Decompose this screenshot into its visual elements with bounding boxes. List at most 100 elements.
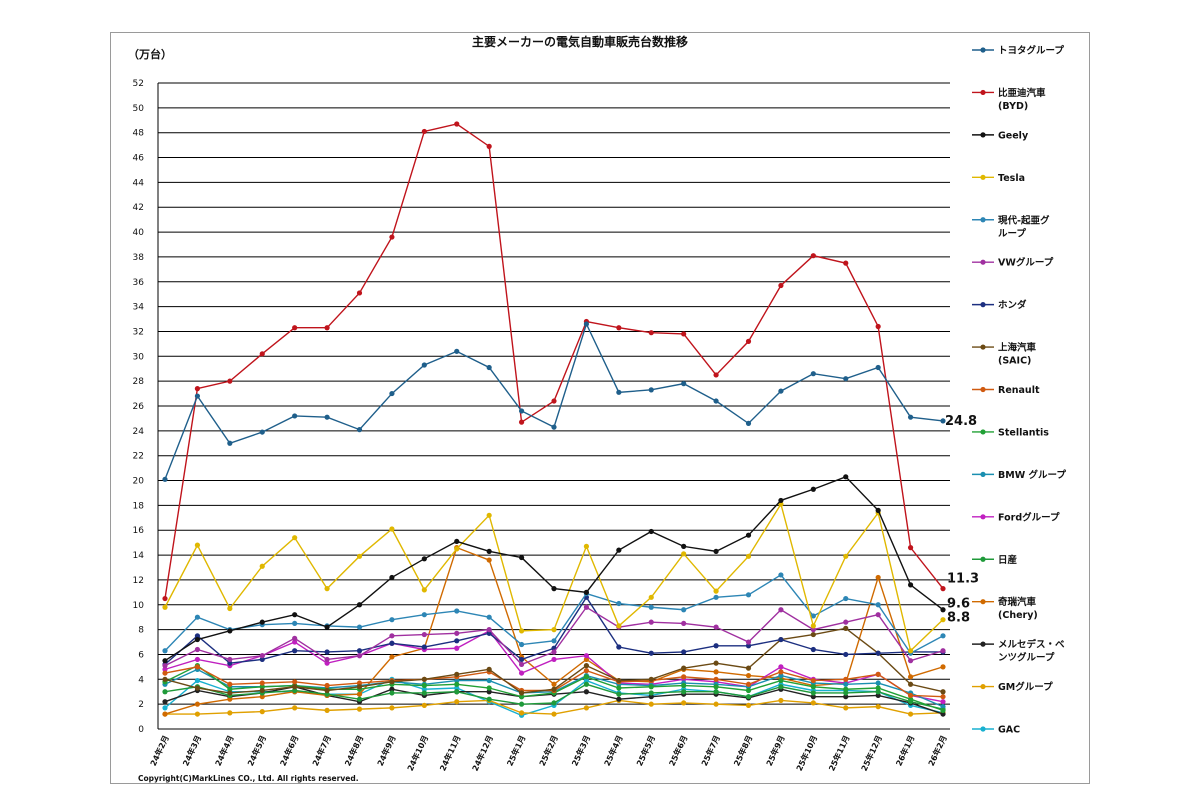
data-point bbox=[713, 684, 719, 690]
data-point bbox=[778, 697, 784, 704]
data-point bbox=[162, 676, 168, 682]
legend-swatch-dot bbox=[980, 344, 986, 350]
data-point bbox=[518, 408, 525, 414]
data-point bbox=[681, 607, 687, 613]
legend-label-line: VWグループ bbox=[998, 257, 1054, 269]
data-point bbox=[421, 686, 427, 692]
legend-label: BMW グループ bbox=[998, 469, 1066, 481]
x-tick-label: 25年6月 bbox=[667, 734, 690, 768]
y-tick-label: 42 bbox=[133, 203, 144, 213]
data-point bbox=[745, 639, 752, 645]
data-point bbox=[810, 613, 816, 619]
data-point bbox=[713, 548, 719, 554]
data-point bbox=[616, 623, 622, 629]
x-tick-label: 25年3月 bbox=[569, 734, 592, 768]
data-point bbox=[843, 686, 849, 692]
legend-label-line: GMグループ bbox=[998, 681, 1053, 693]
data-point bbox=[389, 526, 395, 532]
data-point bbox=[810, 371, 816, 377]
series-line bbox=[162, 625, 946, 696]
data-point bbox=[259, 563, 265, 569]
legend-label-line: (BYD) bbox=[998, 101, 1028, 112]
legend-swatch-dot bbox=[980, 726, 986, 732]
data-point bbox=[648, 528, 654, 535]
data-point bbox=[907, 582, 914, 588]
data-point bbox=[227, 440, 233, 446]
legend-label-line: トヨタグループ bbox=[998, 45, 1064, 57]
x-tick-label: 24年11月 bbox=[437, 734, 462, 773]
data-point bbox=[518, 701, 525, 707]
series-line bbox=[162, 572, 946, 656]
data-point bbox=[292, 648, 298, 654]
data-point bbox=[843, 260, 849, 266]
data-point bbox=[162, 705, 168, 711]
data-point bbox=[778, 684, 784, 690]
data-point bbox=[778, 607, 784, 613]
data-point bbox=[940, 607, 946, 613]
data-point bbox=[454, 685, 460, 691]
data-point bbox=[648, 690, 654, 696]
legend-label-line: ホンダ bbox=[998, 299, 1027, 311]
legend-label: GAC bbox=[998, 725, 1020, 736]
data-point bbox=[907, 681, 914, 687]
data-point bbox=[778, 636, 784, 643]
data-point bbox=[681, 331, 687, 337]
x-tick-label: 25年5月 bbox=[634, 734, 657, 768]
data-point bbox=[940, 586, 946, 592]
y-tick-label: 12 bbox=[133, 576, 144, 586]
y-tick-label: 40 bbox=[133, 228, 145, 238]
legend-label-line: Renault bbox=[998, 385, 1040, 396]
data-point bbox=[940, 689, 946, 695]
data-point bbox=[454, 630, 460, 636]
y-tick-label: 0 bbox=[138, 725, 144, 735]
data-point bbox=[194, 656, 201, 663]
data-point bbox=[292, 705, 298, 711]
y-tick-label: 44 bbox=[133, 178, 145, 188]
data-point bbox=[940, 633, 946, 639]
data-point bbox=[389, 390, 395, 397]
data-point bbox=[421, 644, 427, 650]
y-tick-label: 16 bbox=[133, 526, 145, 536]
y-tick-label: 50 bbox=[133, 104, 145, 114]
data-point bbox=[778, 669, 784, 675]
x-tick-label: 25年4月 bbox=[602, 734, 625, 768]
data-point bbox=[940, 664, 946, 670]
legend-swatch-dot bbox=[980, 132, 986, 138]
data-point bbox=[486, 627, 492, 633]
legend-label-line: ンツグループ bbox=[998, 652, 1055, 664]
data-point bbox=[421, 676, 427, 682]
data-point bbox=[162, 663, 168, 669]
legend-label-line: ループ bbox=[998, 227, 1026, 239]
y-axis-ticks: 0246810121416182022242628303234363840424… bbox=[133, 79, 145, 735]
data-point bbox=[648, 594, 654, 600]
x-tick-label: 24年9月 bbox=[375, 734, 398, 768]
y-tick-label: 32 bbox=[133, 327, 144, 337]
y-tick-label: 10 bbox=[133, 601, 145, 611]
data-point bbox=[518, 656, 525, 663]
data-point bbox=[324, 687, 330, 694]
unit-label: （万台） bbox=[128, 47, 172, 61]
data-point bbox=[292, 612, 298, 618]
data-point bbox=[681, 665, 687, 671]
data-point bbox=[194, 711, 201, 717]
data-point bbox=[194, 633, 201, 639]
data-point bbox=[583, 705, 590, 711]
data-point bbox=[454, 677, 460, 684]
data-point bbox=[356, 653, 363, 659]
data-point bbox=[583, 656, 590, 663]
legend-entry: トヨタグループ bbox=[972, 45, 1064, 57]
data-point bbox=[648, 684, 654, 690]
data-point bbox=[292, 620, 298, 627]
legend-label: Tesla bbox=[998, 173, 1025, 184]
data-point bbox=[356, 648, 363, 654]
data-point bbox=[356, 680, 363, 686]
data-point bbox=[810, 486, 816, 492]
legend-label: 日産 bbox=[998, 554, 1018, 566]
data-point bbox=[713, 676, 719, 682]
data-point bbox=[583, 543, 590, 549]
data-point bbox=[745, 420, 752, 426]
x-tick-label: 24年2月 bbox=[148, 734, 171, 768]
legend-label-line: BMW グループ bbox=[998, 469, 1066, 481]
data-point bbox=[454, 538, 460, 545]
